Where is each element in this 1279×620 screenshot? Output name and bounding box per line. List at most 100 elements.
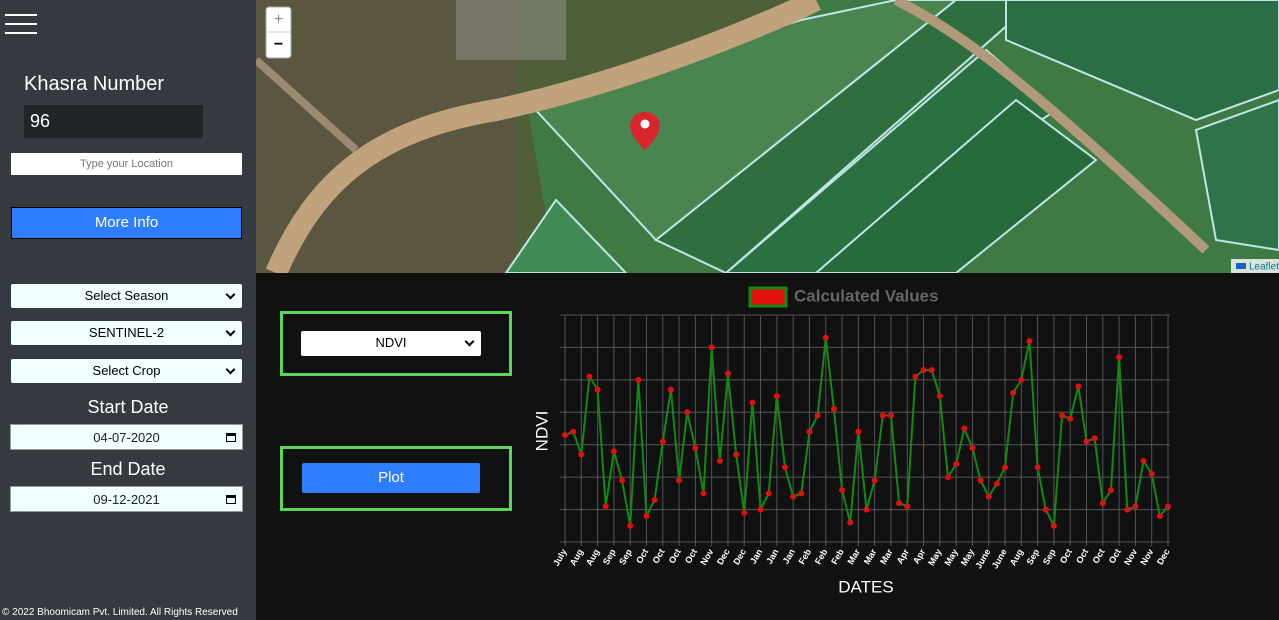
data-point bbox=[1059, 412, 1066, 419]
x-tick-label: Mar bbox=[878, 547, 895, 566]
data-point bbox=[790, 493, 797, 500]
x-tick-label: May bbox=[943, 547, 960, 567]
x-tick-label: Sep bbox=[601, 547, 618, 567]
data-point bbox=[1140, 457, 1147, 464]
data-point bbox=[1018, 376, 1025, 383]
data-point bbox=[1156, 513, 1163, 520]
x-tick-label: Sep bbox=[1024, 547, 1041, 567]
data-point bbox=[765, 490, 772, 497]
khasra-title: Khasra Number bbox=[24, 73, 165, 95]
x-tick-label: June bbox=[973, 547, 992, 570]
data-point bbox=[578, 451, 585, 458]
x-tick-label: Jan bbox=[748, 547, 764, 565]
plot-button[interactable]: Plot bbox=[302, 463, 480, 493]
x-tick-label: Dec bbox=[1155, 547, 1172, 566]
x-tick-label: Feb bbox=[829, 547, 846, 566]
x-tick-label: Feb bbox=[813, 547, 830, 566]
legend-label: Calculated Values bbox=[794, 286, 939, 305]
x-tick-label: May bbox=[926, 547, 943, 567]
data-point bbox=[944, 474, 951, 481]
data-point bbox=[700, 490, 707, 497]
map-attribution[interactable]: Leaflet bbox=[1249, 262, 1279, 273]
data-point bbox=[936, 393, 943, 400]
data-point bbox=[798, 490, 805, 497]
data-point bbox=[594, 386, 601, 393]
x-tick-label: Oct bbox=[667, 547, 683, 565]
data-point bbox=[822, 334, 829, 341]
x-tick-label: July bbox=[551, 547, 569, 568]
x-tick-label: Dec bbox=[731, 547, 748, 566]
data-point bbox=[887, 412, 894, 419]
data-point bbox=[1026, 337, 1033, 344]
start-date-input[interactable]: 04-07-2020 bbox=[10, 424, 243, 450]
start-date: 04-07-2020 bbox=[93, 430, 160, 445]
data-point bbox=[806, 428, 813, 435]
x-tick-label: Oct bbox=[650, 547, 666, 565]
data-point bbox=[814, 412, 821, 419]
season-select[interactable]: Select Season bbox=[11, 284, 242, 308]
data-point bbox=[708, 344, 715, 351]
data-point bbox=[969, 444, 976, 451]
data-point bbox=[839, 487, 846, 494]
data-point bbox=[1034, 464, 1041, 471]
data-point bbox=[863, 506, 870, 513]
data-point bbox=[1075, 383, 1082, 390]
x-tick-label: Aug bbox=[568, 547, 585, 567]
data-point bbox=[1116, 354, 1123, 361]
y-axis-label: NDVI bbox=[532, 411, 551, 452]
x-tick-label: Nov bbox=[1122, 547, 1139, 567]
data-point bbox=[1148, 470, 1155, 477]
data-point bbox=[904, 503, 911, 510]
x-tick-label: Nov bbox=[1138, 547, 1155, 567]
end-date-input[interactable]: 09-12-2021 bbox=[10, 486, 243, 512]
data-point bbox=[676, 477, 683, 484]
sidebar: Khasra Number 96 Type your Location More… bbox=[0, 0, 256, 620]
end-date: 09-12-2021 bbox=[93, 492, 160, 507]
location-input[interactable]: Type your Location bbox=[11, 153, 242, 175]
data-point bbox=[570, 428, 577, 435]
zoom-in[interactable]: + bbox=[274, 11, 283, 28]
data-point bbox=[953, 461, 960, 468]
x-tick-label: Mar bbox=[862, 547, 879, 566]
data-point bbox=[912, 373, 919, 380]
x-tick-label: Apr bbox=[895, 547, 912, 566]
data-point bbox=[855, 428, 862, 435]
data-point bbox=[928, 367, 935, 374]
satellite-select[interactable]: SENTINEL-2 bbox=[11, 321, 242, 345]
x-tick-label: Aug bbox=[1008, 547, 1025, 567]
data-point bbox=[961, 425, 968, 432]
legend-swatch bbox=[748, 286, 788, 308]
x-tick-label: Oct bbox=[1074, 547, 1090, 565]
index-select[interactable]: NDVI bbox=[301, 331, 481, 356]
khasra-input[interactable]: 96 bbox=[24, 105, 203, 138]
x-tick-label: June bbox=[990, 547, 1009, 570]
more-info-button[interactable]: More Info bbox=[11, 207, 242, 239]
data-point bbox=[1067, 415, 1074, 422]
data-point bbox=[1099, 500, 1106, 507]
x-tick-label: Oct bbox=[683, 547, 699, 565]
data-point bbox=[1091, 435, 1098, 442]
data-point bbox=[1132, 503, 1139, 510]
x-tick-label: Jan bbox=[764, 547, 780, 565]
data-point bbox=[667, 386, 674, 393]
footer: © 2022 Bhoomicam Pvt. Limited. All Right… bbox=[2, 607, 238, 618]
plot-panel: Plot bbox=[280, 446, 512, 511]
zoom-out[interactable]: − bbox=[274, 36, 283, 53]
data-point bbox=[651, 496, 658, 503]
index-panel: NDVI bbox=[280, 311, 512, 376]
menu-icon[interactable] bbox=[5, 14, 37, 34]
crop-select[interactable]: Select Crop bbox=[11, 359, 242, 383]
data-point bbox=[782, 464, 789, 471]
data-point bbox=[749, 399, 756, 406]
end-date-label: End Date bbox=[90, 459, 166, 479]
data-point bbox=[977, 477, 984, 484]
map[interactable]: + − Leaflet bbox=[256, 0, 1279, 273]
data-point bbox=[733, 451, 740, 458]
data-point bbox=[985, 493, 992, 500]
data-point bbox=[692, 444, 699, 451]
data-point bbox=[586, 373, 593, 380]
data-point bbox=[993, 480, 1000, 487]
data-point bbox=[741, 509, 748, 516]
